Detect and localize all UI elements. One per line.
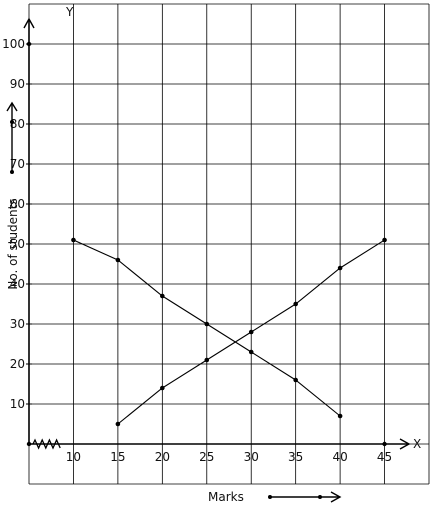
y-direction-arrowhead — [6, 101, 18, 112]
data-point — [382, 237, 387, 243]
x-axis-label: Marks — [208, 490, 244, 504]
data-point — [115, 257, 121, 263]
x-tick-label: 35 — [288, 450, 303, 464]
y-axis-arrowhead — [23, 17, 35, 29]
y-axis-letter: Y — [65, 5, 74, 19]
x-direction-dot — [268, 495, 272, 499]
y-tick-label: 50 — [10, 237, 25, 251]
x-tick-label: 25 — [199, 450, 214, 464]
data-point — [293, 301, 298, 307]
x-tick-label: 10 — [66, 450, 81, 464]
data-point — [337, 413, 343, 419]
x-axis-break-zigzag — [32, 438, 61, 450]
data-point — [248, 349, 254, 355]
x-direction-dot — [318, 495, 322, 499]
y-tick-label: 90 — [10, 77, 25, 91]
x-tick-label: 45 — [377, 450, 392, 464]
axis-labels: X Y Marks No. of students — [6, 5, 421, 504]
data-point — [115, 421, 121, 427]
y-tick-label: 80 — [10, 117, 25, 131]
y-tick-label: 40 — [10, 277, 25, 291]
data-point — [160, 385, 165, 391]
data-point — [204, 321, 210, 327]
data-point — [337, 265, 343, 271]
x-tick-label: 30 — [244, 450, 259, 464]
axes — [23, 17, 411, 450]
data-point — [204, 357, 210, 363]
y-direction-dot — [10, 170, 14, 174]
origin-point — [26, 441, 32, 447]
x-axis-letter: X — [413, 437, 421, 451]
tick-labels: 10 20 30 40 50 60 70 80 90 100 10 15 20 25 30 35 40 45 — [2, 37, 392, 464]
data-point — [160, 293, 165, 299]
direction-arrows — [6, 101, 342, 503]
y-tick-label: 20 — [10, 357, 25, 371]
y-tick-label: 60 — [10, 197, 25, 211]
y-tick-label: 10 — [10, 397, 25, 411]
data-point — [71, 237, 76, 243]
y-direction-dot — [10, 120, 14, 124]
series-lines — [71, 237, 387, 427]
y-tick-label: 30 — [10, 317, 25, 331]
x-tick-label: 40 — [332, 450, 347, 464]
x-direction-arrowhead — [330, 491, 342, 503]
x-axis-arrowhead — [399, 438, 411, 450]
x-tick-label: 15 — [110, 450, 125, 464]
y-tick-label: 70 — [10, 157, 25, 171]
x-axis-end-point — [382, 441, 387, 447]
data-point — [248, 329, 254, 335]
x-tick-label: 20 — [155, 450, 170, 464]
data-point — [293, 377, 298, 383]
grid — [28, 3, 430, 485]
y-tick-label: 100 — [2, 37, 25, 51]
y-axis-label: No. of students — [6, 198, 20, 289]
